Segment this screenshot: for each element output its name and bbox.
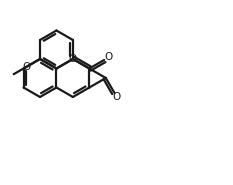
Text: O: O (69, 54, 77, 64)
Text: O: O (113, 92, 121, 102)
Text: O: O (104, 53, 113, 63)
Text: O: O (22, 62, 30, 72)
